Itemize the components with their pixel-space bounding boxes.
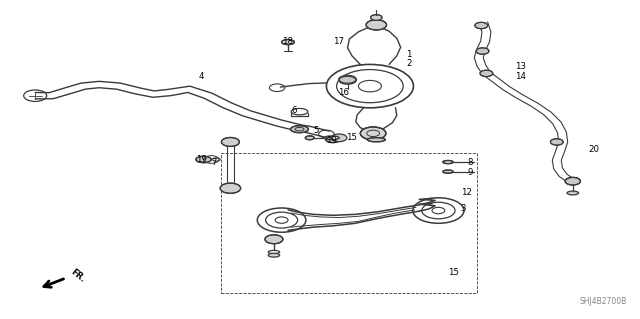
Ellipse shape	[196, 156, 211, 163]
Circle shape	[332, 134, 347, 142]
Ellipse shape	[268, 253, 280, 257]
Text: SHJ4B2700B: SHJ4B2700B	[580, 297, 627, 306]
Text: 8: 8	[467, 158, 473, 167]
Circle shape	[366, 20, 387, 30]
Ellipse shape	[367, 138, 385, 142]
Ellipse shape	[305, 136, 314, 140]
Text: 12: 12	[461, 189, 472, 197]
Ellipse shape	[443, 170, 453, 173]
Text: 7: 7	[211, 158, 217, 167]
Circle shape	[371, 15, 382, 20]
Text: 5: 5	[314, 126, 319, 135]
Text: 15: 15	[346, 133, 356, 142]
Text: 17: 17	[333, 37, 344, 46]
Text: 18: 18	[282, 37, 292, 46]
Text: FR.: FR.	[69, 267, 87, 284]
Ellipse shape	[291, 126, 308, 133]
Circle shape	[550, 139, 563, 145]
Bar	[221, 153, 477, 293]
Text: 6: 6	[292, 106, 298, 115]
Circle shape	[265, 235, 283, 244]
Text: 1: 1	[406, 50, 412, 59]
Text: 9: 9	[467, 168, 472, 177]
Circle shape	[360, 127, 386, 140]
Circle shape	[221, 137, 239, 146]
Circle shape	[220, 183, 241, 193]
Ellipse shape	[567, 191, 579, 195]
Text: 14: 14	[515, 72, 526, 81]
Ellipse shape	[326, 137, 340, 143]
Circle shape	[565, 177, 580, 185]
Ellipse shape	[443, 160, 453, 164]
Circle shape	[475, 22, 488, 29]
Circle shape	[339, 75, 356, 84]
Text: 20: 20	[589, 145, 600, 154]
Text: 15: 15	[448, 268, 459, 277]
Text: 16: 16	[338, 88, 349, 97]
Circle shape	[480, 70, 493, 77]
Text: 4: 4	[198, 72, 204, 81]
Ellipse shape	[282, 40, 294, 45]
Text: 19: 19	[196, 155, 207, 164]
Text: 19: 19	[326, 136, 337, 145]
Circle shape	[476, 48, 489, 54]
Text: 3: 3	[461, 204, 467, 213]
Text: 2: 2	[406, 59, 412, 68]
Text: 13: 13	[515, 63, 526, 71]
